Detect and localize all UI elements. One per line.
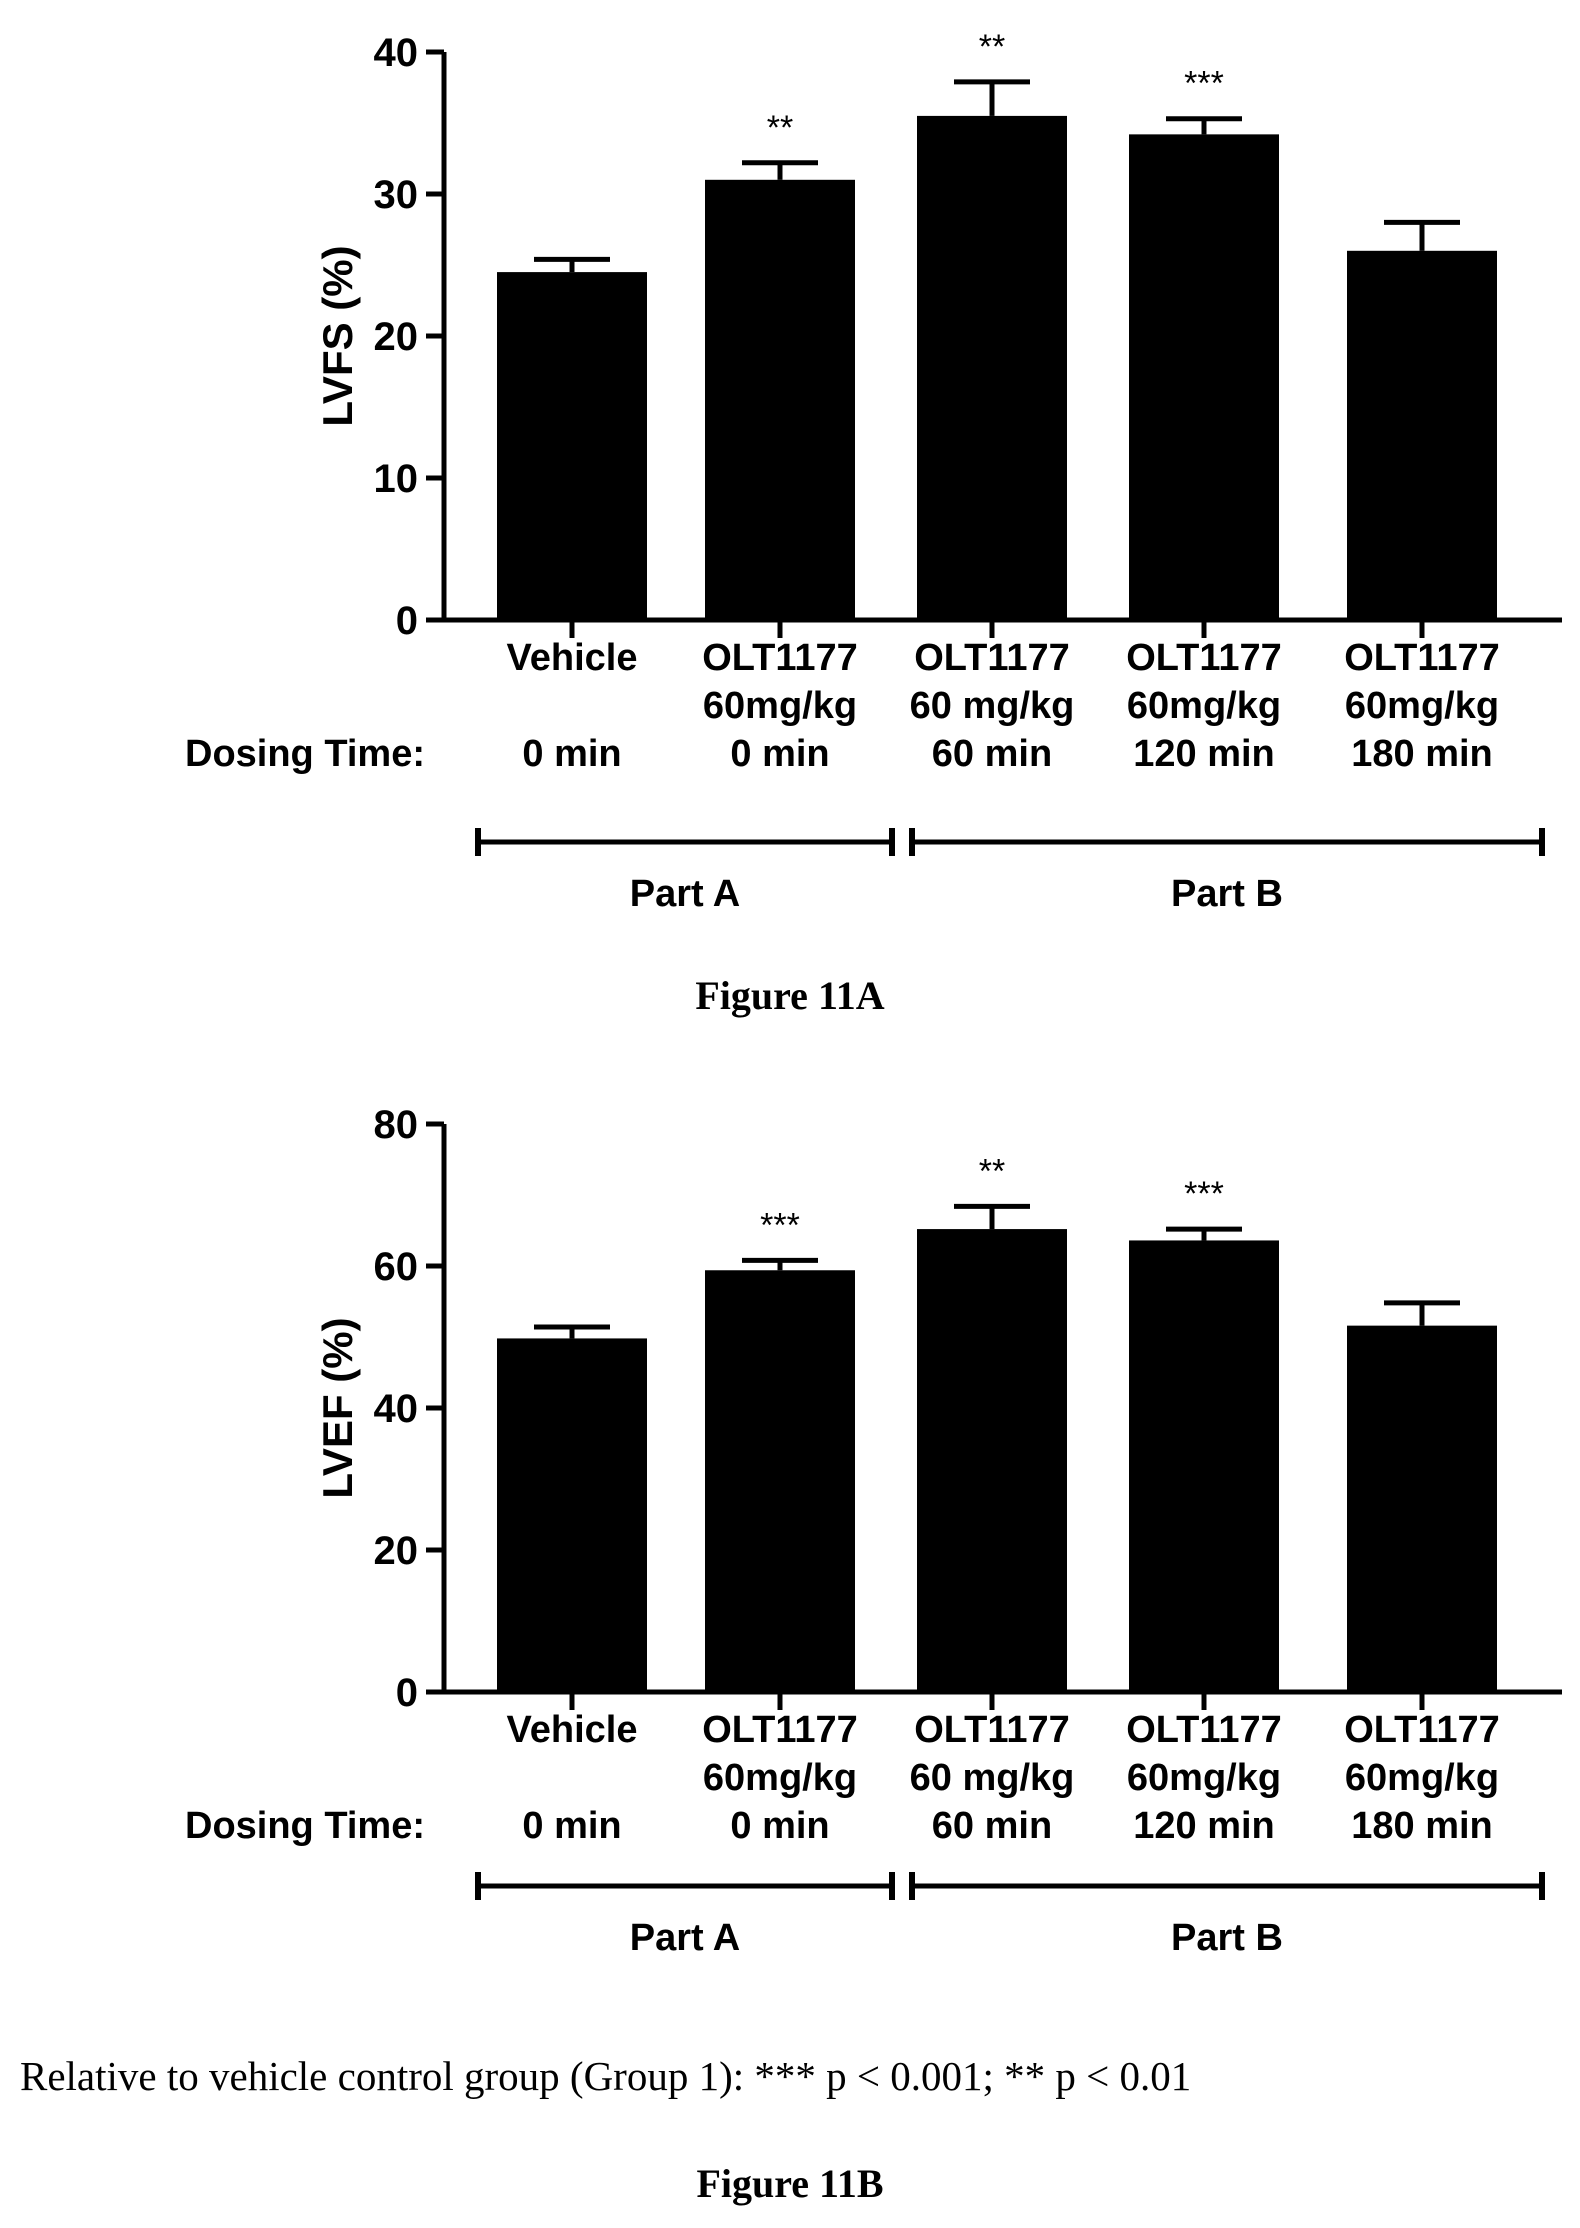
bar — [917, 1229, 1067, 1692]
bar — [1129, 134, 1279, 621]
y-tick-label: 60 — [374, 1245, 419, 1289]
x-tick-label: OLT1177 — [914, 637, 1070, 679]
x-tick-label: Vehicle — [507, 1709, 638, 1751]
bar — [917, 115, 1067, 621]
group-label: Part A — [630, 873, 741, 915]
y-tick-label: 20 — [374, 1529, 419, 1573]
y-tick-label: 30 — [374, 173, 419, 217]
y-axis-label: LVEF (%) — [314, 1317, 361, 1498]
x-tick-label: OLT1177 — [1126, 637, 1282, 679]
bar — [497, 1338, 647, 1692]
y-tick-label: 40 — [374, 1387, 419, 1431]
bar — [1347, 1325, 1497, 1692]
x-tick-label: 60mg/kg — [703, 685, 857, 727]
bar — [1347, 250, 1497, 621]
x-tick-label: 60mg/kg — [1345, 1757, 1499, 1799]
y-tick-label: 20 — [374, 315, 419, 359]
x-tick-label: 120 min — [1133, 733, 1275, 775]
bar — [497, 272, 647, 620]
x-tick-label: 0 min — [522, 733, 621, 775]
x-tick-label: 60 min — [932, 733, 1052, 775]
x-tick-label: 60mg/kg — [1345, 685, 1499, 727]
bar — [705, 1270, 855, 1692]
bar — [1129, 1240, 1279, 1692]
dosing-time-label: Dosing Time: — [185, 1805, 425, 1847]
significance-marker: ** — [767, 109, 793, 147]
x-tick-label: 60 mg/kg — [910, 1757, 1075, 1799]
y-tick-label: 80 — [374, 1103, 419, 1147]
x-tick-label: 60mg/kg — [703, 1757, 857, 1799]
figure-11a-caption: Figure 11A — [695, 973, 885, 1018]
x-tick-label: OLT1177 — [914, 1709, 1070, 1751]
figure-11b-caption: Figure 11B — [696, 2161, 884, 2206]
significance-footnote: Relative to vehicle control group (Group… — [20, 2053, 1192, 2099]
x-tick-label: OLT1177 — [702, 1709, 858, 1751]
significance-marker: *** — [1184, 1175, 1224, 1213]
significance-marker: ** — [979, 1152, 1005, 1190]
x-tick-label: 180 min — [1351, 733, 1493, 775]
y-tick-label: 0 — [396, 1671, 418, 1715]
x-tick-label: 60 min — [932, 1805, 1052, 1847]
bar — [705, 179, 855, 621]
group-label: Part A — [630, 1917, 741, 1959]
x-tick-label: 60mg/kg — [1127, 685, 1281, 727]
x-tick-label: 0 min — [730, 733, 829, 775]
group-label: Part B — [1171, 873, 1283, 915]
x-tick-label: Vehicle — [507, 637, 638, 679]
dosing-time-label: Dosing Time: — [185, 733, 425, 775]
x-tick-label: OLT1177 — [702, 637, 858, 679]
x-tick-label: 180 min — [1351, 1805, 1493, 1847]
x-tick-label: 120 min — [1133, 1805, 1275, 1847]
y-axis-label: LVFS (%) — [314, 245, 361, 426]
y-tick-label: 0 — [396, 599, 418, 643]
significance-marker: ** — [979, 28, 1005, 66]
x-tick-label: 60 mg/kg — [910, 685, 1075, 727]
group-label: Part B — [1171, 1917, 1283, 1959]
significance-marker: *** — [760, 1206, 800, 1244]
chart-lvef: 0 20 40 60 80 LVEF (%) Vehicle 0 min *** OLT1177 6… — [185, 1103, 1562, 1959]
x-tick-label: 60mg/kg — [1127, 1757, 1281, 1799]
y-tick-label: 10 — [374, 457, 419, 501]
chart-lvfs: 0 10 20 30 40 LVFS (%) Vehicle 0 min ** OLT1177 60… — [185, 28, 1562, 915]
x-tick-label: 0 min — [522, 1805, 621, 1847]
y-tick-label: 40 — [374, 31, 419, 75]
x-tick-label: 0 min — [730, 1805, 829, 1847]
x-tick-label: OLT1177 — [1344, 1709, 1500, 1751]
x-tick-label: OLT1177 — [1126, 1709, 1282, 1751]
x-tick-label: OLT1177 — [1344, 637, 1500, 679]
significance-marker: *** — [1184, 65, 1224, 103]
